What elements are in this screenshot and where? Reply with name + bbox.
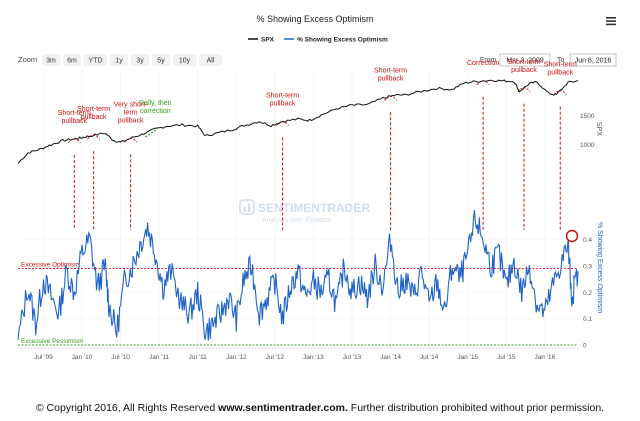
threshold-label-1: Excessive Pessimism (21, 338, 83, 345)
footer-site: www.sentimentrader.com. (218, 402, 348, 414)
annotation-label-4: Short-term (266, 92, 299, 99)
zoom-button-label: 6m (67, 58, 77, 65)
x-tick-label: Jan '16 (534, 354, 555, 361)
zoom-button-bg (84, 54, 107, 66)
optimism-tick-label: 0.2 (583, 290, 592, 297)
zoom-button-3y[interactable]: 3y (131, 54, 149, 66)
zoom-button-bg (131, 54, 149, 66)
range-from-input: Mar 3, 2009 (506, 58, 543, 65)
spx-tick-label: 1500 (580, 113, 595, 120)
zoom-button-10y[interactable]: 10y (173, 54, 196, 66)
annotation-label-3: Rally, then (139, 100, 172, 107)
zoom-button-6m[interactable]: 6m (63, 54, 81, 66)
range-to-input: Jun 6, 2016 (575, 58, 612, 65)
chart: % Showing Excess Optimism SPX % Showing E… (17, 14, 617, 361)
annotation-label-8: Short-term (544, 62, 577, 69)
x-tick-label: Jan '10 (72, 354, 93, 361)
threshold-label-0: Excessive Optimism (21, 262, 80, 269)
zoom-button-label: 5y (157, 58, 165, 65)
x-tick-label: Jul '15 (497, 354, 516, 361)
x-tick-label: Jan '14 (380, 354, 401, 361)
annotation-label-2: pullback (118, 117, 144, 124)
annotation-label-5: pullback (378, 75, 404, 82)
zoom-button-ytd[interactable]: YTD (84, 54, 107, 66)
x-tick-label: Jul '09 (34, 354, 53, 361)
annotation-label-2: Very short- (114, 101, 149, 108)
current-reading-highlight (565, 229, 579, 243)
optimism-tick-label: 0.1 (583, 316, 592, 323)
zoom-button-bg (199, 54, 222, 66)
range-from-label: From (480, 57, 497, 64)
annotation-label-7: Short-term (507, 59, 540, 66)
zoom-button-label: 10y (179, 58, 191, 65)
zoom-button-all[interactable]: All (199, 54, 222, 66)
annotation-label-6: Correction (467, 60, 499, 67)
legend-label-1: % Showing Excess Optimism (297, 37, 388, 44)
annotation-label-1: pullback (81, 114, 107, 121)
annotation-label-0: Short-term (58, 110, 91, 117)
watermark-tagline: Analysis over Emotion (262, 217, 331, 224)
annotation-label-0: pullback (61, 118, 87, 125)
spx-axis-ticks: 1000 1500 (580, 113, 595, 149)
zoom-button-label: 1y (115, 58, 123, 65)
annotation-arrows (67, 80, 567, 230)
x-tick-label: Jul '11 (189, 354, 207, 361)
x-tick-label: Jan '11 (149, 354, 170, 361)
annotation-label-7: pullback (511, 67, 537, 74)
optimism-series-line (17, 209, 579, 341)
annotation-label-1: Short-term (77, 106, 110, 113)
zoom-button-bg (173, 54, 196, 66)
sentimentrader-watermark: SENTIMENTRADER Analysis over Emotion (239, 199, 370, 224)
menu-icon[interactable] (606, 17, 616, 26)
zoom-button-bg (63, 54, 81, 66)
zoom-button-1y[interactable]: 1y (110, 54, 128, 66)
x-axis-ticks: Jul '09 Jan '10 Jul '10 Jan '11 Jul '11 Jan '… (34, 354, 555, 361)
footer-suffix: Further distribution prohibited without … (347, 402, 605, 414)
zoom-button-label: YTD (89, 58, 103, 65)
range-to-label: To (557, 57, 565, 64)
x-tick-label: Jul '10 (111, 354, 130, 361)
legend-label-0: SPX (261, 37, 275, 44)
annotation-arc-6 (476, 80, 490, 86)
x-tick-label: Jul '13 (343, 354, 362, 361)
optimism-axis-label: % Showing Excess Optimism (596, 222, 603, 313)
annotation-rally-arrow-3 (144, 128, 158, 138)
zoom-button-3m[interactable]: 3m (42, 54, 60, 66)
watermark-brand: SENTIMENTRADER (258, 201, 370, 215)
x-tick-label: Jul '14 (420, 354, 439, 361)
zoom-button-bg (42, 54, 60, 66)
x-tick-label: Jan '13 (303, 354, 324, 361)
range-to-box[interactable] (569, 53, 617, 67)
chart-title: % Showing Excess Optimism (256, 14, 373, 24)
zoom-button-5y[interactable]: 5y (152, 54, 170, 66)
annotation-labels: Short-termpullbackShort-termpullbackVery… (58, 59, 577, 125)
optimism-tick-label: 0.3 (583, 263, 592, 270)
spx-axis-label: SPX (595, 122, 602, 136)
x-tick-label: Jul '12 (266, 354, 285, 361)
range-from-box[interactable] (499, 53, 551, 67)
zoom-button-label: 3y (136, 58, 144, 65)
annotation-label-4: pullback (270, 100, 296, 107)
annotation-label-2: term (124, 109, 138, 116)
optimism-tick-label: 0.4 (583, 237, 592, 244)
zoom-button-bg (110, 54, 128, 66)
zoom-buttons: 3m 6m YTD 1y 3y 5y 10y All (42, 54, 222, 66)
annotation-label-3: correction (140, 108, 171, 115)
annotation-label-8: pullback (547, 70, 573, 77)
zoom-button-label: All (207, 58, 215, 65)
zoom-button-label: 3m (46, 58, 56, 65)
grid (18, 70, 578, 349)
spx-series-line (17, 79, 579, 164)
optimism-tick-label: 0 (583, 343, 587, 350)
zoom-label: Zoom (18, 55, 37, 64)
spx-tick-label: 1000 (580, 142, 595, 149)
footer-prefix: © Copyright 2016, All Rights Reserved (35, 402, 219, 414)
annotation-label-5: Short-term (374, 67, 407, 74)
copyright-footer: © Copyright 2016, All Rights Reserved ww… (0, 402, 640, 414)
optimism-axis-ticks: 0 0.1 0.2 0.3 0.4 (583, 237, 592, 349)
x-tick-label: Jan '15 (457, 354, 478, 361)
zoom-button-bg (152, 54, 170, 66)
x-tick-label: Jan '12 (226, 354, 247, 361)
legend: SPX % Showing Excess Optimism (248, 37, 388, 44)
